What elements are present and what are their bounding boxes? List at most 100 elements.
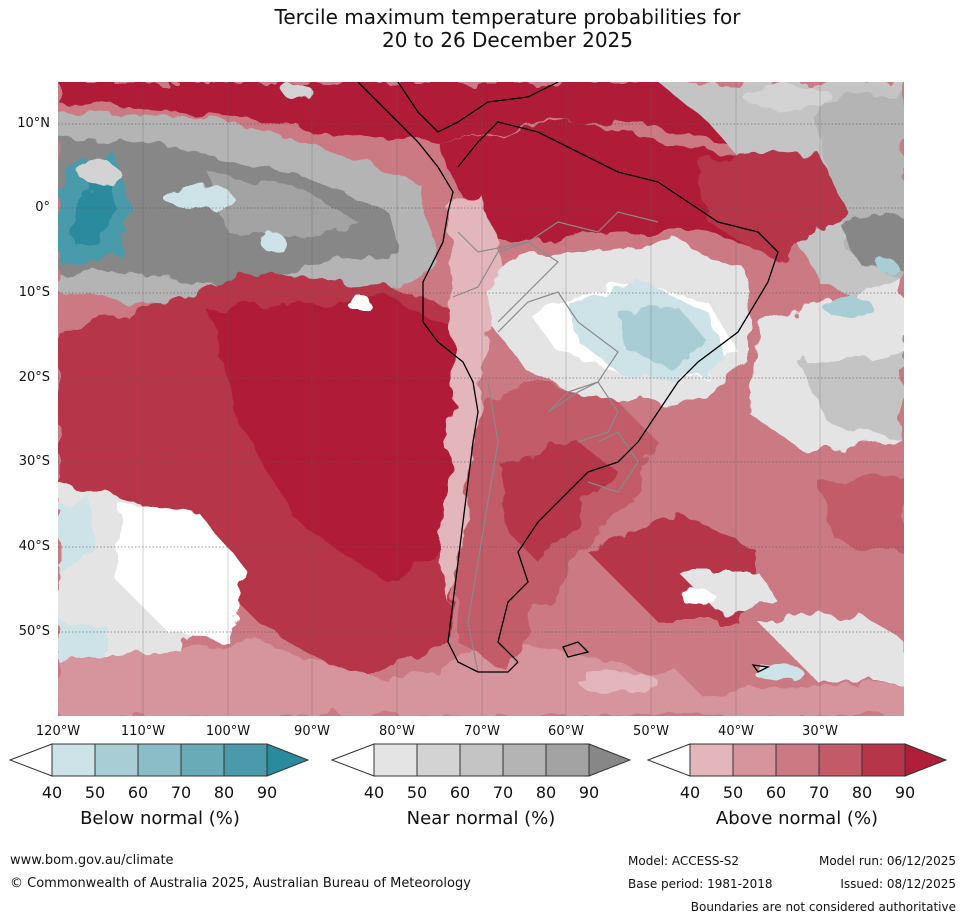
spot-above-1 xyxy=(578,672,658,692)
field-near-east-atlantic-dark xyxy=(838,212,904,272)
border-north xyxy=(457,211,659,253)
lon-label-40w: 40°W xyxy=(718,724,754,739)
colorbar-below-bin-50 xyxy=(94,743,139,777)
spot-normal-1 xyxy=(346,294,370,310)
colorbar-near-tick-40: 40 xyxy=(363,783,385,802)
coast-falklands xyxy=(562,641,590,658)
lat-label-10n: 10°N xyxy=(17,116,50,131)
border-paraguay xyxy=(547,381,619,443)
colorbar-below-bin-40 xyxy=(51,743,96,777)
colorbar-above-bin-70 xyxy=(818,743,863,777)
colorbar-near-tick-70: 70 xyxy=(492,783,514,802)
map-title-line2: 20 to 26 December 2025 xyxy=(381,28,633,52)
colorbar-near-bin-60 xyxy=(459,743,504,777)
spot-near-3 xyxy=(283,84,313,100)
probability-map-svg xyxy=(58,82,904,716)
base-period: Base period: 1981-2018 xyxy=(628,877,773,891)
lon-label-60w: 60°W xyxy=(548,724,584,739)
lon-label-100w: 100°W xyxy=(205,724,251,739)
field-below-southwest-2 xyxy=(58,622,108,662)
lat-label-40s: 40°S xyxy=(18,539,50,554)
colorbar-below-tick-70: 70 xyxy=(170,783,192,802)
spot-normal-3 xyxy=(153,552,203,612)
coast-south-georgia xyxy=(751,664,771,673)
probability-fields xyxy=(58,82,904,716)
colorbar-above-title: Above normal (%) xyxy=(715,808,879,829)
spot-below-1 xyxy=(163,185,233,209)
lon-label-120w: 120°W xyxy=(35,724,81,739)
colorbar-near-tick-50: 50 xyxy=(406,783,428,802)
colorbar-below-tick-50: 50 xyxy=(84,783,106,802)
coast-pacific-sa xyxy=(357,82,519,673)
copyright-text: © Commonwealth of Australia 2025, Austra… xyxy=(10,876,471,891)
colorbar-below xyxy=(8,743,310,777)
boundary-disclaimer: Boundaries are not considered authoritat… xyxy=(690,900,956,914)
colorbar-above-tick-40: 40 xyxy=(679,783,701,802)
colorbar-near-tick-90: 90 xyxy=(578,783,600,802)
colorbar-below-bin-60 xyxy=(137,743,182,777)
colorbar-above-tick-90: 90 xyxy=(894,783,916,802)
spot-near-1 xyxy=(78,160,118,184)
field-above-south xyxy=(58,642,904,716)
colorbar-above-tick-70: 70 xyxy=(808,783,830,802)
lat-label-equator: 0° xyxy=(35,200,50,215)
colorbar-below-bin-70 xyxy=(180,743,225,777)
lat-label-50s: 50°S xyxy=(18,624,50,639)
spot-below-4 xyxy=(878,260,898,274)
coast-caribbean xyxy=(397,82,559,133)
lon-label-70w: 70°W xyxy=(464,724,500,739)
colorbar-below-tick-90: 90 xyxy=(256,783,278,802)
border-chile-argentina xyxy=(467,381,499,673)
colorbar-near-tick-80: 80 xyxy=(535,783,557,802)
colorbar-above-bin-40 xyxy=(689,743,734,777)
colorbar-below-under-arrow xyxy=(8,743,53,777)
website-link[interactable]: www.bom.gov.au/climate xyxy=(10,853,174,868)
field-above-ne-brazil xyxy=(698,152,848,262)
model-run-date: Model run: 06/12/2025 xyxy=(818,854,956,868)
spot-near-2 xyxy=(743,85,833,109)
lat-label-10s: 10°S xyxy=(18,285,50,300)
lon-label-110w: 110°W xyxy=(120,724,166,739)
field-near-mid-atlantic-core xyxy=(798,352,904,442)
colorbar-above-bin-60 xyxy=(775,743,820,777)
colorbar-above-bin-50 xyxy=(732,743,777,777)
field-above-pacific-core xyxy=(208,297,468,582)
graticule xyxy=(58,123,904,633)
colorbar-above-under-arrow xyxy=(646,743,691,777)
lat-label-30s: 30°S xyxy=(18,454,50,469)
spot-below-2 xyxy=(261,232,285,252)
colorbar-near-under-arrow xyxy=(330,743,375,777)
field-above-far-east xyxy=(818,472,904,552)
meridians xyxy=(142,82,821,716)
field-near-south-atlantic-2 xyxy=(758,612,904,682)
colorbar-below-title: Below normal (%) xyxy=(80,808,240,829)
lon-label-30w: 30°W xyxy=(802,724,838,739)
forecast-map xyxy=(58,82,904,716)
colorbar-above-bin-80 xyxy=(861,743,906,777)
border-uruguay xyxy=(587,431,639,493)
colorbar-near xyxy=(330,743,632,777)
map-title-line1: Tercile maximum temperature probabilitie… xyxy=(274,5,741,29)
colorbar-near-bin-40 xyxy=(373,743,418,777)
field-below-west-core xyxy=(73,172,113,242)
probability-spots xyxy=(78,84,898,692)
lon-label-90w: 90°W xyxy=(294,724,330,739)
lon-label-50w: 50°W xyxy=(633,724,669,739)
colorbar-above-tick-60: 60 xyxy=(765,783,787,802)
colorbar-near-title: Near normal (%) xyxy=(406,808,556,829)
colorbar-below-over-arrow xyxy=(266,743,310,777)
lat-label-20s: 20°S xyxy=(18,370,50,385)
field-near-west-inner xyxy=(208,172,358,242)
colorbar-below-tick-40: 40 xyxy=(41,783,63,802)
country-borders xyxy=(452,211,659,673)
issued-date: Issued: 08/12/2025 xyxy=(840,877,956,891)
colorbar-above-tick-80: 80 xyxy=(851,783,873,802)
colorbar-near-tick-60: 60 xyxy=(449,783,471,802)
colorbar-above-tick-50: 50 xyxy=(722,783,744,802)
coast-atlantic-sa xyxy=(457,121,779,663)
field-near-south-atlantic xyxy=(678,572,778,612)
colorbar-near-over-arrow xyxy=(588,743,632,777)
colorbar-below-tick-80: 80 xyxy=(213,783,235,802)
model-name: Model: ACCESS-S2 xyxy=(628,854,740,868)
field-below-southwest xyxy=(58,492,98,572)
